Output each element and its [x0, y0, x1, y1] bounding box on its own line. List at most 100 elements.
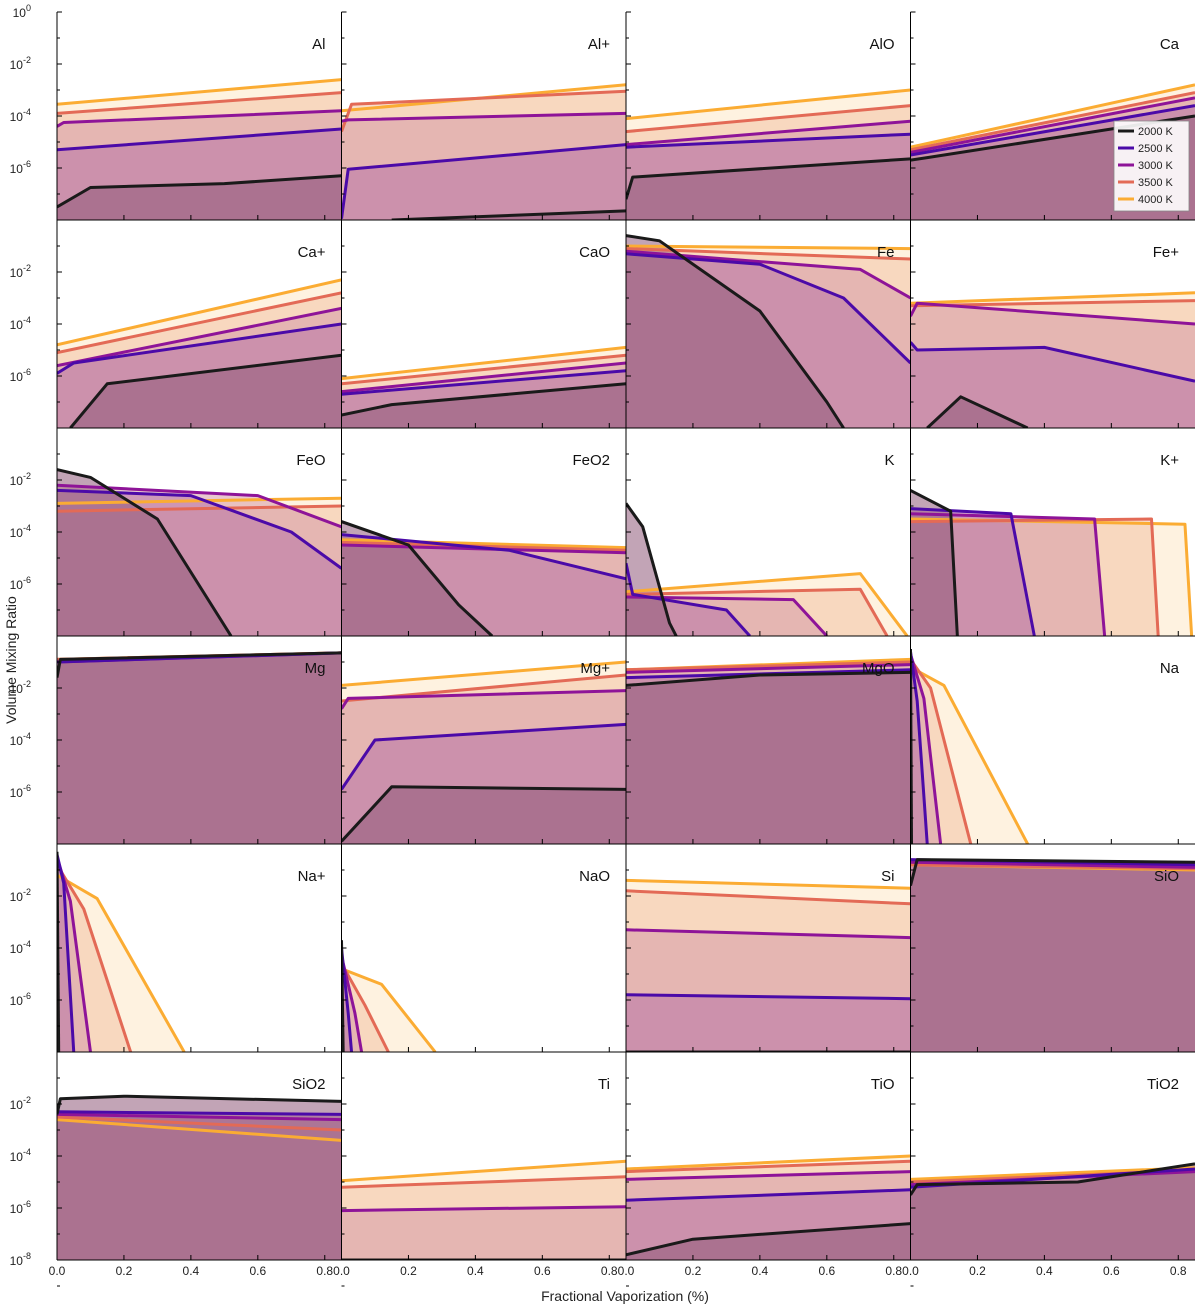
line-3000-K	[626, 663, 911, 674]
line-2500-K	[57, 1110, 342, 1116]
line-2000-K	[626, 670, 911, 687]
legend-label: 4000 K	[1138, 194, 1174, 206]
y-tick-label: 10-2	[10, 471, 31, 488]
y-tick-label: 10-4	[10, 107, 31, 124]
panel-title: Ti	[598, 1076, 610, 1093]
line-3500-K	[910, 863, 1195, 871]
x-tick-label: 0.8	[1170, 1264, 1187, 1278]
panel-na-plus: 10-2 10-4 10-6 Na+	[10, 843, 342, 1079]
y-tick-label: 100	[13, 3, 31, 20]
panel-title: Ca+	[298, 244, 326, 261]
line-2500-K	[626, 132, 911, 149]
y-tick-label: 10-8	[10, 1251, 31, 1268]
line-2500-K	[341, 947, 354, 1052]
panel-k: K	[625, 427, 911, 663]
legend-label: 2500 K	[1138, 143, 1174, 155]
panel-title: TiO2	[1147, 1076, 1179, 1093]
area-2000-K	[626, 672, 911, 844]
line-3000-K	[57, 1112, 342, 1122]
line-2500-K	[57, 127, 342, 152]
x-tick-label: 0.6	[1103, 1264, 1120, 1278]
panel-title: SiO	[1154, 868, 1179, 885]
x-tick-label: 0.2	[116, 1264, 133, 1278]
line-3500-K	[626, 660, 911, 672]
y-tick-label: 10-2	[10, 1095, 31, 1112]
panel-title: CaO	[579, 244, 610, 261]
line-2000-K	[391, 209, 626, 220]
x-tick-label: 0.2	[969, 1264, 986, 1278]
line-2000-K	[626, 157, 911, 200]
line-2500-K	[57, 488, 342, 570]
line-3000-K	[626, 928, 911, 940]
panel-sio: SiO	[910, 843, 1195, 1079]
line-2500-K	[910, 104, 1195, 157]
line-3500-K	[341, 540, 626, 552]
line-2500-K	[626, 1188, 911, 1202]
panel-title: Fe+	[1153, 244, 1180, 261]
panel-title: Mg+	[580, 660, 610, 677]
line-2000-K	[910, 1162, 1195, 1196]
line-3000-K	[57, 306, 342, 368]
panel-title: FeO	[296, 452, 325, 469]
line-3500-K	[57, 1115, 342, 1132]
panel-title: NaO	[579, 868, 610, 885]
line-4000-K	[626, 878, 911, 890]
panel-title: Al+	[588, 36, 610, 53]
line-3500-K	[57, 291, 342, 355]
area-2000-K	[341, 786, 626, 844]
line-2000-K	[57, 1094, 342, 1115]
line-4000-K	[626, 1154, 911, 1171]
line-2000-K	[57, 174, 342, 209]
line-2500-K	[910, 651, 929, 844]
line-3500-K	[626, 1159, 911, 1174]
area-2500-K	[626, 994, 911, 1052]
panel-grid: 100 10-2 10-4 10-6 Al Al+ AlO Ca 10-2 10-4 10-6 Ca+…	[10, 3, 1195, 1287]
line-4000-K	[910, 83, 1195, 149]
line-2500-K	[341, 143, 626, 219]
panel-title: Na+	[298, 868, 326, 885]
panel-title: Mg	[305, 660, 326, 677]
line-3000-K	[910, 653, 943, 844]
line-2500-K	[626, 993, 911, 1001]
line-3000-K	[341, 111, 626, 123]
x-tick-label: 0.0	[618, 1264, 635, 1278]
panel-mg-plus: Mg+	[341, 635, 626, 871]
legend-label: 3500 K	[1138, 177, 1174, 189]
line-2000-K	[926, 395, 1029, 428]
x-tick-label: 0.0	[333, 1264, 350, 1278]
line-4000-K	[57, 873, 186, 1052]
line-3000-K	[341, 361, 626, 394]
x-tick-label: 0.6	[818, 1264, 835, 1278]
line-4000-K	[57, 1118, 342, 1142]
line-3000-K	[626, 595, 828, 636]
line-3000-K	[910, 860, 1195, 869]
x-tick-label: 0.2	[685, 1264, 702, 1278]
line-3000-K	[626, 1170, 911, 1181]
panel-feo2: FeO2	[341, 427, 626, 663]
panel-title: MgO	[862, 660, 895, 677]
line-4000-K	[341, 967, 437, 1052]
panel-tio2: 0.0 0.2 0.4 0.6 0.8 TiO2	[902, 1051, 1195, 1287]
line-3500-K	[626, 587, 889, 636]
line-3000-K	[626, 249, 911, 300]
legend-label: 3000 K	[1138, 160, 1174, 172]
line-3500-K	[341, 89, 626, 133]
panel-ca-plus: 10-2 10-4 10-6 Ca+	[10, 219, 342, 455]
area-2000-K	[626, 1223, 911, 1260]
panel-title: K	[884, 452, 894, 469]
area-2000-K	[910, 859, 1195, 1052]
line-4000-K	[341, 660, 626, 687]
line-2000-K	[341, 785, 626, 843]
line-4000-K	[910, 291, 1195, 305]
panel-al-plus: Al+	[341, 11, 626, 247]
line-2000-K	[910, 858, 1195, 886]
line-3500-K	[341, 962, 390, 1052]
panel-cao: CaO	[341, 219, 626, 455]
line-3000-K	[910, 96, 1195, 154]
legend-label: 2000 K	[1138, 126, 1174, 138]
panel-title: Ca	[1160, 36, 1180, 53]
line-2000-K	[57, 468, 233, 636]
line-3500-K	[910, 658, 973, 844]
panel-title: FeO2	[572, 452, 610, 469]
y-tick-label: 10-4	[10, 939, 31, 956]
